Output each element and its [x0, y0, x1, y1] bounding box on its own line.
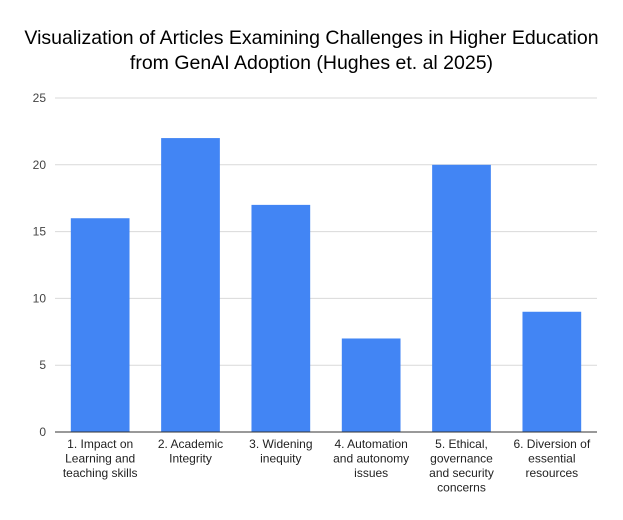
x-category-label: 4. Automation and autonomy issues — [333, 437, 409, 480]
y-tick-label: 20 — [33, 158, 47, 172]
x-category-label: 5. Ethical, governance and security concern… — [429, 437, 494, 495]
bar — [161, 138, 220, 432]
chart-title-line-1: Visualization of Articles Examining Chal… — [24, 27, 599, 49]
x-category-label: 6. Diversion of essential resources — [513, 437, 590, 480]
bar — [251, 204, 311, 432]
chart-title-line-2: from GenAI Adoption (Hughes et. al 2025) — [129, 52, 494, 74]
bar — [341, 338, 401, 432]
bar — [70, 218, 130, 432]
y-tick-label: 0 — [39, 425, 46, 439]
x-category-label: 1. Impact on Learning and teaching skills — [63, 437, 138, 480]
y-tick-label: 10 — [33, 291, 47, 305]
x-category-label: 2. Academic Integrity — [158, 437, 223, 466]
bar — [522, 311, 582, 432]
bar — [432, 164, 491, 433]
y-tick-label: 5 — [39, 358, 46, 372]
x-category-label: 3. Widening inequity — [249, 437, 312, 466]
y-tick-label: 25 — [33, 91, 47, 105]
y-tick-label: 15 — [33, 225, 47, 239]
